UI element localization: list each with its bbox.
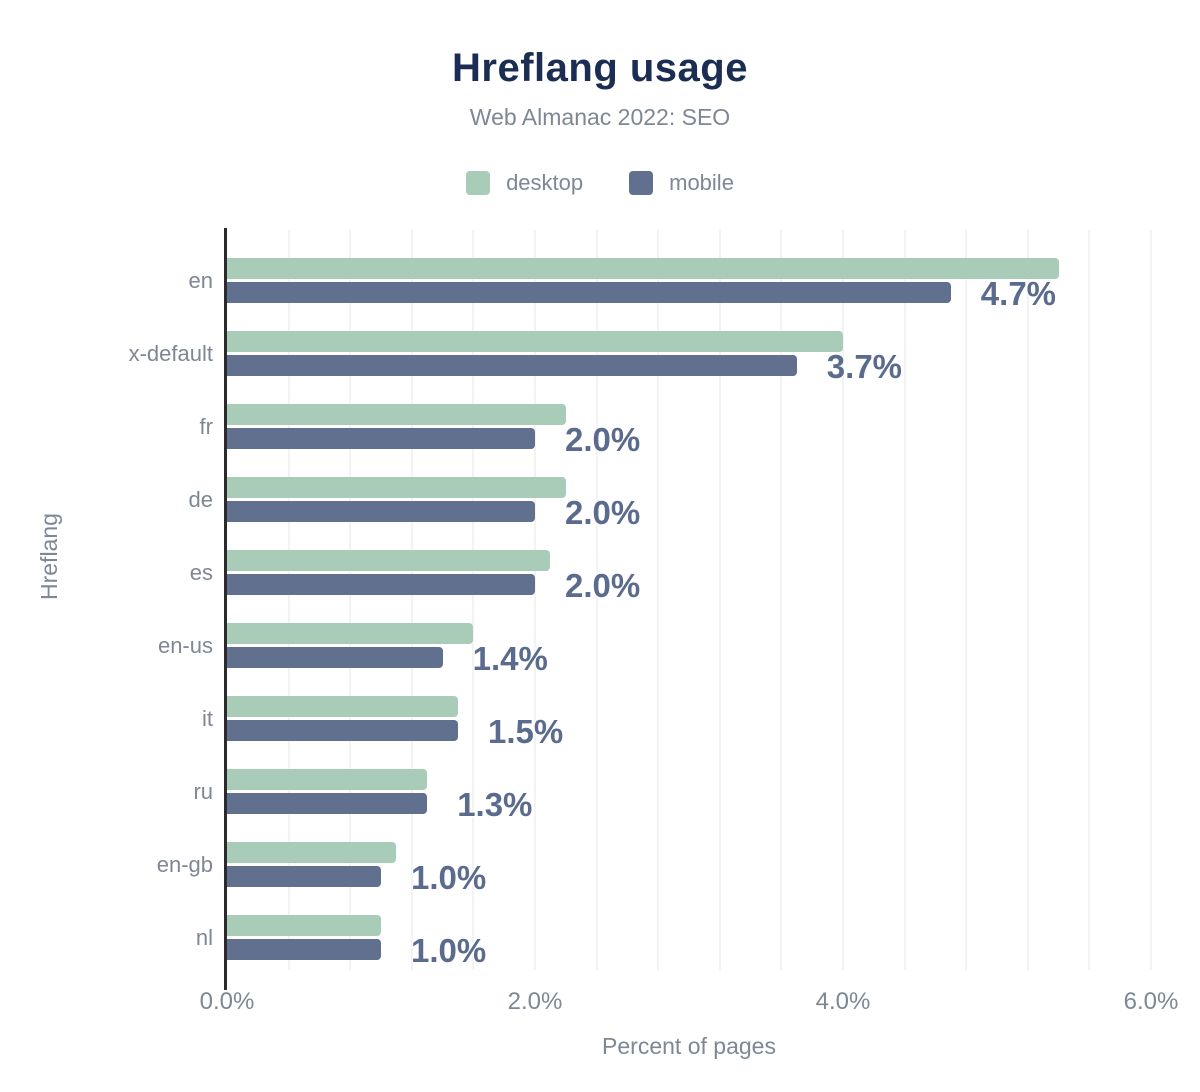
plot-area: 4.7% 3.7% 2.0% 2.0% 2.0% 1.4% 1.5% 1.3% 1.0% 1.0% — [224, 228, 1152, 990]
category-label-en-us: en-us — [157, 632, 213, 658]
bar-group-es: 2.0% — [227, 550, 1151, 604]
category-label-de: de — [188, 486, 213, 512]
bar-mobile-x-default[interactable] — [227, 355, 797, 376]
bar-mobile-en-gb[interactable] — [227, 866, 381, 887]
bar-mobile-en[interactable] — [227, 282, 951, 303]
bar-group-ru: 1.3% — [227, 769, 1151, 823]
bar-group-fr: 2.0% — [227, 404, 1151, 458]
gridline — [349, 230, 352, 970]
category-label-it: it — [202, 705, 213, 731]
gridline — [718, 230, 721, 970]
gridline — [287, 230, 290, 970]
bar-group-it: 1.5% — [227, 696, 1151, 750]
bar-desktop-it[interactable] — [227, 696, 458, 717]
bar-desktop-en[interactable] — [227, 258, 1059, 279]
bar-group-x-default: 3.7% — [227, 331, 1151, 385]
legend-swatch-desktop — [466, 171, 491, 195]
chart-legend: desktop mobile — [0, 170, 1200, 196]
bar-desktop-es[interactable] — [227, 550, 551, 571]
bar-mobile-es[interactable] — [227, 574, 535, 595]
bar-mobile-it[interactable] — [227, 720, 458, 741]
value-label-es: 2.0% — [565, 567, 641, 604]
bar-desktop-en-gb[interactable] — [227, 842, 397, 863]
bar-desktop-fr[interactable] — [227, 404, 566, 425]
bar-group-de: 2.0% — [227, 477, 1151, 531]
value-label-en-us: 1.4% — [472, 640, 548, 677]
category-label-en-gb: en-gb — [156, 851, 213, 877]
gridline — [842, 230, 844, 970]
x-tick-6.0%: 6.0% — [1123, 988, 1179, 1015]
gridline — [780, 230, 783, 970]
chart-subtitle: Web Almanac 2022: SEO — [469, 104, 731, 130]
chart-title: Hreflang usage — [452, 46, 748, 90]
value-label-nl: 1.0% — [411, 932, 487, 969]
value-label-ru: 1.3% — [457, 786, 533, 823]
gridline — [534, 230, 536, 970]
category-axis: en x-default fr de es en-us it ru en-gb nl — [0, 230, 213, 970]
gridline — [1026, 230, 1029, 970]
gridline — [1150, 230, 1152, 970]
gridline — [410, 230, 413, 970]
value-label-it: 1.5% — [488, 713, 564, 750]
bar-group-nl: 1.0% — [227, 915, 1151, 969]
value-label-de: 2.0% — [565, 494, 641, 531]
value-label-fr: 2.0% — [565, 421, 641, 458]
gridline — [903, 230, 906, 970]
bar-desktop-de[interactable] — [227, 477, 566, 498]
gridline — [657, 230, 660, 970]
gridline — [472, 230, 475, 970]
category-label-fr: fr — [199, 413, 213, 439]
bar-desktop-x-default[interactable] — [227, 331, 843, 352]
legend-swatch-mobile — [629, 171, 654, 195]
x-axis-ticks: 0.0% 2.0% 4.0% 6.0% — [0, 988, 1200, 1018]
bar-mobile-nl[interactable] — [227, 939, 381, 960]
bar-group-en-gb: 1.0% — [227, 842, 1151, 896]
value-label-en: 4.7% — [980, 275, 1057, 312]
x-tick-0.0%: 0.0% — [199, 988, 255, 1015]
category-label-es: es — [189, 559, 213, 585]
bar-group-en: 4.7% — [227, 258, 1151, 312]
bar-mobile-fr[interactable] — [227, 428, 535, 449]
bar-desktop-ru[interactable] — [227, 769, 428, 790]
value-label-x-default: 3.7% — [826, 348, 903, 385]
bar-mobile-en-us[interactable] — [227, 647, 443, 668]
gridline — [1088, 230, 1091, 970]
category-label-nl: nl — [195, 924, 213, 950]
x-axis-title: Percent of pages — [602, 1033, 776, 1059]
x-tick-4.0%: 4.0% — [815, 988, 871, 1015]
legend-label: mobile — [669, 170, 734, 195]
gridline — [595, 230, 598, 970]
legend-label: desktop — [506, 170, 584, 195]
category-label-x-default: x-default — [128, 340, 213, 366]
y-axis-line — [224, 228, 227, 990]
value-label-en-gb: 1.0% — [411, 859, 487, 896]
legend-item-desktop[interactable]: desktop — [466, 170, 583, 196]
category-label-ru: ru — [193, 778, 213, 804]
bar-desktop-en-us[interactable] — [227, 623, 474, 644]
bar-desktop-nl[interactable] — [227, 915, 381, 936]
bar-mobile-de[interactable] — [227, 501, 535, 522]
gridline — [965, 230, 968, 970]
bar-mobile-ru[interactable] — [227, 793, 428, 814]
bar-group-en-us: 1.4% — [227, 623, 1151, 677]
legend-item-mobile[interactable]: mobile — [629, 170, 734, 196]
x-tick-2.0%: 2.0% — [507, 988, 563, 1015]
category-label-en: en — [188, 267, 213, 293]
